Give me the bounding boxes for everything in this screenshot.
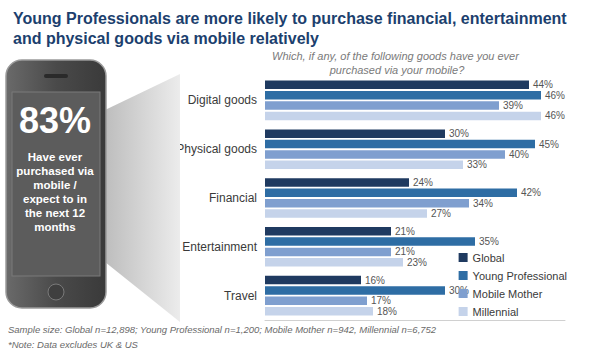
svg-text:45%: 45% <box>539 139 559 150</box>
svg-text:Global: Global <box>473 252 505 264</box>
svg-text:Young Professional: Young Professional <box>473 270 567 282</box>
svg-text:35%: 35% <box>479 236 499 247</box>
svg-text:40%: 40% <box>509 149 529 160</box>
html-text:83%: 83% <box>19 100 91 141</box>
svg-text:18%: 18% <box>377 306 397 317</box>
svg-text:21%: 21% <box>395 246 415 257</box>
svg-text:21%: 21% <box>395 226 415 237</box>
svg-text:44%: 44% <box>533 79 553 90</box>
svg-text:Young Professionals are more l: Young Professionals are more likely to p… <box>13 10 571 27</box>
svg-text:Digital goods: Digital goods <box>188 93 257 107</box>
svg-text:30%: 30% <box>449 128 469 139</box>
svg-text:Millennial: Millennial <box>473 306 519 318</box>
html-text:Have ever purchased via mobile: Have ever purchased via mobile / expect … <box>16 151 94 233</box>
svg-text:24%: 24% <box>413 177 433 188</box>
svg-text:Sample size: Global n=12,898;: Sample size: Global n=12,898; Young Prof… <box>8 324 437 335</box>
svg-text:23%: 23% <box>407 257 427 268</box>
svg-text:Entertainment: Entertainment <box>182 240 257 254</box>
svg-text:16%: 16% <box>365 275 385 286</box>
svg-text:purchased via your mobile?: purchased via your mobile? <box>329 64 465 76</box>
svg-text:17%: 17% <box>371 295 391 306</box>
svg-text:Travel: Travel <box>224 289 257 303</box>
svg-text:*Note: Data excludes UK & US: *Note: Data excludes UK & US <box>8 339 139 350</box>
svg-text:46%: 46% <box>545 90 565 101</box>
svg-text:33%: 33% <box>467 159 487 170</box>
svg-text:27%: 27% <box>431 208 451 219</box>
svg-text:Physical goods: Physical goods <box>176 142 257 156</box>
svg-text:Which, if any, of the followin: Which, if any, of the following goods ha… <box>272 50 522 62</box>
svg-text:42%: 42% <box>521 187 541 198</box>
svg-text:Mobile Mother: Mobile Mother <box>473 288 543 300</box>
svg-text:39%: 39% <box>503 100 523 111</box>
svg-text:46%: 46% <box>545 110 565 121</box>
svg-text:Financial: Financial <box>209 191 257 205</box>
svg-text:and physical goods via mobile: and physical goods via mobile relatively <box>13 30 319 47</box>
svg-text:34%: 34% <box>473 198 493 209</box>
